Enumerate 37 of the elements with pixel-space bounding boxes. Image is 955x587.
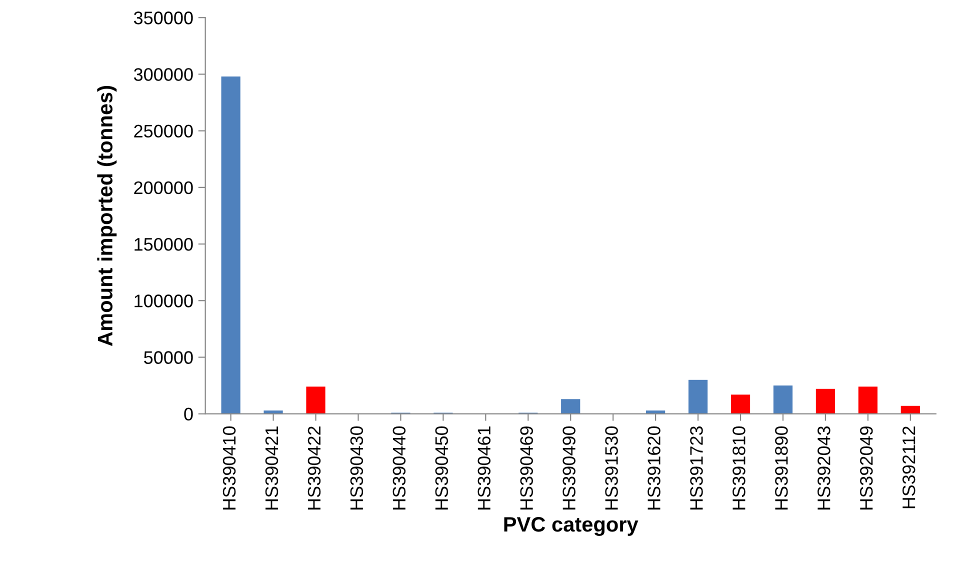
bar xyxy=(264,410,283,414)
x-tick-label: HS390440 xyxy=(392,426,406,510)
x-tick-label: HS390410 xyxy=(222,426,236,510)
x-tick-label: HS390450 xyxy=(435,426,448,510)
x-tick-label: HS392043 xyxy=(818,426,830,510)
x-tick-label: HS390422 xyxy=(308,426,321,510)
y-tick-label: 50000 xyxy=(144,351,193,364)
y-tick-label: 250000 xyxy=(134,124,193,138)
x-tick-label: HS390490 xyxy=(562,426,576,510)
bar xyxy=(306,386,326,414)
bar xyxy=(816,388,836,414)
y-tick-label: 100000 xyxy=(134,294,193,308)
x-tick-label: HS390469 xyxy=(520,426,533,510)
bar xyxy=(773,386,793,414)
x-tick-label: HS391530 xyxy=(605,426,618,510)
bar xyxy=(858,386,878,414)
x-axis-title: PVC category xyxy=(504,516,638,536)
x-tick-label: HS391620 xyxy=(648,426,660,510)
y-tick-label: 0 xyxy=(184,408,193,421)
x-tick-label: HS391890 xyxy=(775,426,788,510)
x-tick-label: HS391723 xyxy=(690,426,703,510)
bar xyxy=(688,380,708,414)
bar xyxy=(900,406,920,414)
y-tick-label: 300000 xyxy=(134,68,193,81)
bar xyxy=(730,394,750,414)
x-tick-label: HS390421 xyxy=(265,426,278,510)
x-tick-label: HS390430 xyxy=(350,426,364,510)
x-tick-label: HS392049 xyxy=(860,426,873,510)
x-tick-label: HS390461 xyxy=(478,426,491,510)
y-tick-label: 350000 xyxy=(134,12,193,24)
y-tick-label: 200000 xyxy=(134,181,193,194)
y-axis-title: Amount imported (tonnes) xyxy=(97,86,117,346)
x-tick-label: HS391810 xyxy=(732,426,746,510)
bar xyxy=(561,399,580,414)
x-tick-label: HS392112 xyxy=(902,426,916,508)
y-tick-label: 150000 xyxy=(134,238,193,251)
bar xyxy=(221,76,240,414)
